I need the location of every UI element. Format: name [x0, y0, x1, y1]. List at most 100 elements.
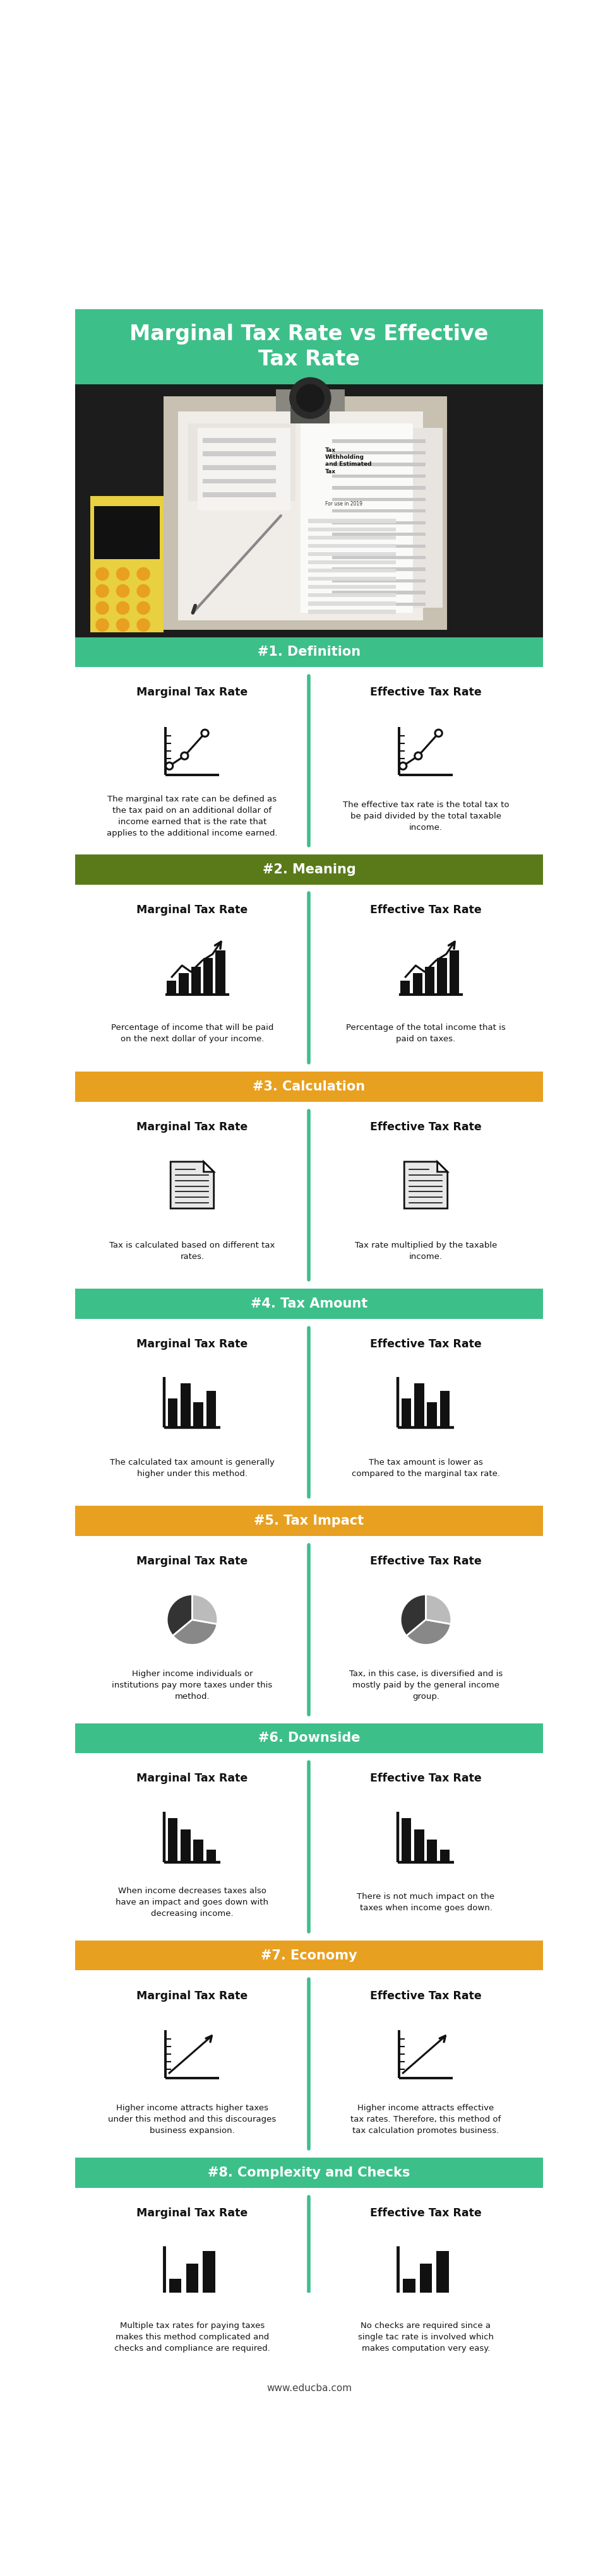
FancyBboxPatch shape — [308, 577, 396, 580]
Text: #4. Tax Amount: #4. Tax Amount — [251, 1298, 367, 1311]
Wedge shape — [192, 1595, 218, 1623]
Text: Effective Tax Rate: Effective Tax Rate — [370, 1556, 482, 1566]
FancyBboxPatch shape — [332, 544, 425, 549]
Wedge shape — [400, 1595, 426, 1636]
FancyBboxPatch shape — [194, 1401, 203, 1427]
FancyBboxPatch shape — [181, 1383, 191, 1427]
Circle shape — [289, 379, 331, 417]
Text: Marginal Tax Rate: Marginal Tax Rate — [136, 1340, 248, 1350]
FancyBboxPatch shape — [179, 974, 189, 994]
Text: #5. Tax Impact: #5. Tax Impact — [254, 1515, 364, 1528]
FancyBboxPatch shape — [332, 580, 425, 582]
FancyBboxPatch shape — [186, 2264, 198, 2298]
Text: Effective Tax Rate: Effective Tax Rate — [370, 1991, 482, 2002]
FancyBboxPatch shape — [75, 1723, 543, 1754]
FancyBboxPatch shape — [332, 440, 425, 443]
FancyBboxPatch shape — [203, 958, 213, 994]
FancyBboxPatch shape — [291, 407, 330, 422]
FancyBboxPatch shape — [198, 428, 291, 510]
FancyBboxPatch shape — [332, 590, 425, 595]
FancyBboxPatch shape — [75, 1507, 543, 1535]
Text: Effective Tax Rate: Effective Tax Rate — [370, 2208, 482, 2218]
FancyBboxPatch shape — [203, 492, 276, 497]
Text: The marginal tax rate can be defined as
the tax paid on an additional dollar of
: The marginal tax rate can be defined as … — [107, 796, 277, 837]
FancyBboxPatch shape — [75, 636, 543, 667]
FancyBboxPatch shape — [308, 551, 396, 556]
FancyBboxPatch shape — [308, 518, 396, 523]
Circle shape — [166, 762, 173, 770]
Text: Percentage of the total income that is
paid on taxes.: Percentage of the total income that is p… — [346, 1023, 506, 1043]
Text: Marginal Tax Rate vs Effective
Tax Rate: Marginal Tax Rate vs Effective Tax Rate — [130, 325, 488, 368]
FancyBboxPatch shape — [216, 951, 226, 994]
FancyBboxPatch shape — [75, 1754, 543, 1940]
Text: Marginal Tax Rate: Marginal Tax Rate — [136, 2208, 248, 2218]
FancyBboxPatch shape — [203, 466, 276, 469]
Text: Tax
Withholding
and Estimated
Tax: Tax Withholding and Estimated Tax — [325, 448, 371, 474]
Circle shape — [137, 585, 150, 598]
Text: Effective Tax Rate: Effective Tax Rate — [370, 688, 482, 698]
Text: Effective Tax Rate: Effective Tax Rate — [370, 1121, 482, 1133]
FancyBboxPatch shape — [75, 2375, 543, 2401]
FancyBboxPatch shape — [75, 1103, 543, 1288]
Text: Effective Tax Rate: Effective Tax Rate — [370, 1340, 482, 1350]
Circle shape — [297, 384, 324, 412]
Text: Higher income attracts higher taxes
under this method and this discourages
busin: Higher income attracts higher taxes unde… — [108, 2105, 276, 2136]
Text: Tax rate multiplied by the taxable
income.: Tax rate multiplied by the taxable incom… — [355, 1242, 497, 1260]
Polygon shape — [171, 1162, 214, 1208]
Circle shape — [96, 603, 109, 613]
FancyBboxPatch shape — [206, 1850, 216, 1862]
FancyBboxPatch shape — [332, 567, 425, 572]
FancyBboxPatch shape — [308, 562, 396, 564]
FancyBboxPatch shape — [75, 884, 543, 1072]
FancyBboxPatch shape — [163, 397, 447, 629]
FancyBboxPatch shape — [308, 585, 396, 590]
Circle shape — [137, 603, 150, 613]
Text: The calculated tax amount is generally
higher under this method.: The calculated tax amount is generally h… — [110, 1458, 274, 1479]
FancyBboxPatch shape — [206, 1391, 216, 1427]
Circle shape — [399, 762, 406, 770]
Text: Tax, in this case, is diversified and is
mostly paid by the general income
group: Tax, in this case, is diversified and is… — [349, 1669, 503, 1700]
Circle shape — [116, 585, 129, 598]
Wedge shape — [406, 1620, 451, 1646]
FancyBboxPatch shape — [169, 2280, 182, 2298]
FancyBboxPatch shape — [75, 2159, 543, 2187]
Circle shape — [435, 729, 442, 737]
FancyBboxPatch shape — [300, 422, 413, 613]
Circle shape — [181, 752, 188, 760]
Circle shape — [137, 618, 150, 631]
Text: Marginal Tax Rate: Marginal Tax Rate — [136, 1556, 248, 1566]
Text: Marginal Tax Rate: Marginal Tax Rate — [136, 904, 248, 914]
Circle shape — [137, 567, 150, 580]
FancyBboxPatch shape — [308, 592, 396, 598]
Text: Marginal Tax Rate: Marginal Tax Rate — [136, 1121, 248, 1133]
Text: Higher income attracts effective
tax rates. Therefore, this method of
tax calcul: Higher income attracts effective tax rat… — [351, 2105, 501, 2136]
FancyBboxPatch shape — [402, 1819, 411, 1862]
Circle shape — [201, 729, 209, 737]
FancyBboxPatch shape — [94, 505, 160, 559]
Text: Marginal Tax Rate: Marginal Tax Rate — [136, 1991, 248, 2002]
Text: #1. Definition: #1. Definition — [257, 647, 361, 659]
FancyBboxPatch shape — [75, 1971, 543, 2159]
FancyBboxPatch shape — [427, 1839, 437, 1862]
FancyBboxPatch shape — [332, 603, 425, 605]
FancyBboxPatch shape — [414, 1829, 424, 1862]
FancyBboxPatch shape — [203, 438, 276, 443]
FancyBboxPatch shape — [332, 487, 425, 489]
Text: Tax is calculated based on different tax
rates.: Tax is calculated based on different tax… — [109, 1242, 275, 1260]
FancyBboxPatch shape — [168, 1399, 178, 1427]
FancyBboxPatch shape — [75, 384, 543, 636]
Text: #6. Downside: #6. Downside — [258, 1731, 360, 1744]
FancyBboxPatch shape — [427, 1401, 437, 1427]
Text: #7. Economy: #7. Economy — [261, 1950, 357, 1963]
Text: Marginal Tax Rate: Marginal Tax Rate — [136, 1772, 248, 1785]
Circle shape — [415, 752, 421, 760]
Wedge shape — [426, 1595, 451, 1623]
Text: #3. Calculation: #3. Calculation — [253, 1079, 365, 1092]
Text: There is not much impact on the
taxes when income goes down.: There is not much impact on the taxes wh… — [357, 1893, 494, 1911]
FancyBboxPatch shape — [75, 2187, 543, 2375]
Wedge shape — [172, 1620, 217, 1646]
FancyBboxPatch shape — [168, 1819, 178, 1862]
FancyBboxPatch shape — [402, 1399, 411, 1427]
FancyBboxPatch shape — [425, 966, 435, 994]
Text: #8. Complexity and Checks: #8. Complexity and Checks — [208, 2166, 410, 2179]
